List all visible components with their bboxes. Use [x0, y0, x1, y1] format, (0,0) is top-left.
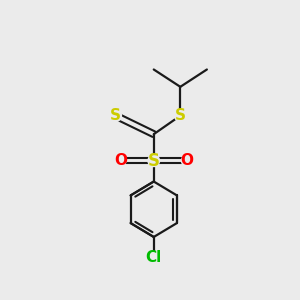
Text: S: S: [148, 152, 160, 170]
Text: Cl: Cl: [146, 250, 162, 265]
Text: S: S: [175, 108, 186, 123]
Circle shape: [115, 155, 126, 166]
Text: S: S: [110, 108, 121, 123]
Text: O: O: [114, 153, 127, 168]
Circle shape: [175, 110, 186, 122]
Circle shape: [182, 155, 193, 166]
Circle shape: [110, 110, 122, 122]
Text: O: O: [181, 153, 194, 168]
Circle shape: [148, 252, 160, 263]
Circle shape: [148, 155, 160, 166]
